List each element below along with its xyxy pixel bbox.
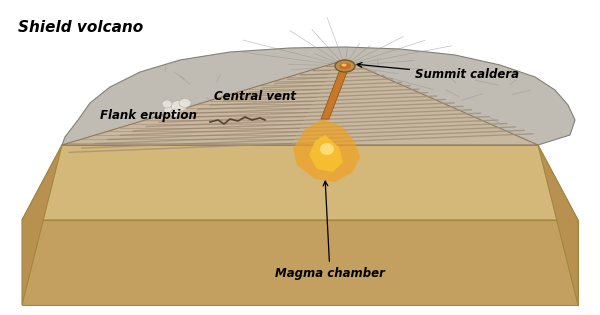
Ellipse shape [162,100,172,108]
Ellipse shape [171,100,187,112]
Polygon shape [22,220,578,305]
Ellipse shape [320,143,334,155]
Polygon shape [293,119,360,182]
Polygon shape [62,47,575,145]
Ellipse shape [164,105,178,115]
Ellipse shape [170,109,180,117]
Polygon shape [62,60,538,145]
Text: Summit caldera: Summit caldera [357,62,519,82]
Polygon shape [538,145,578,305]
Polygon shape [321,67,349,119]
Text: Flank eruption: Flank eruption [100,108,197,122]
Text: Shield volcano: Shield volcano [18,20,143,35]
Ellipse shape [341,64,347,66]
Polygon shape [22,145,578,220]
Ellipse shape [339,62,351,70]
Polygon shape [309,135,343,172]
Text: Central vent: Central vent [214,90,296,104]
Polygon shape [22,145,62,305]
Text: Magma chamber: Magma chamber [275,181,385,280]
Ellipse shape [179,99,191,107]
Ellipse shape [335,60,355,72]
